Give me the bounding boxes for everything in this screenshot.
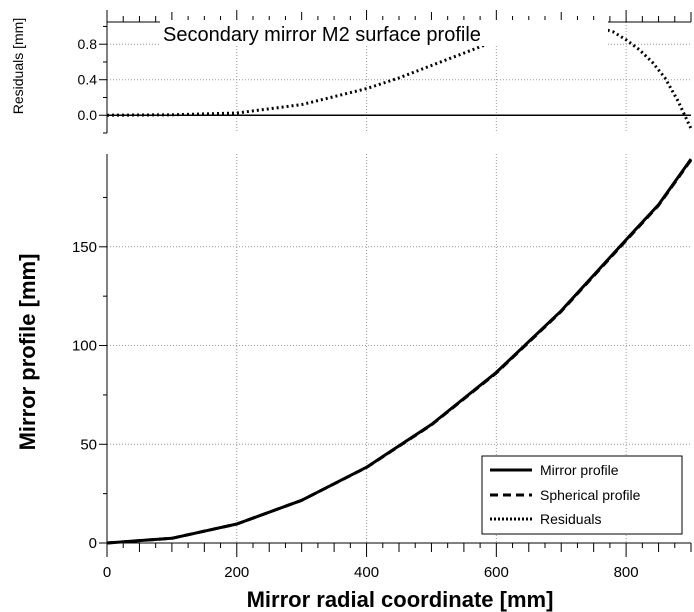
- y-axis-title-residuals: Residuals [mm]: [10, 18, 26, 114]
- series-residuals: [106, 21, 693, 130]
- y-axis-title-profile: Mirror profile [mm]: [15, 254, 40, 451]
- residuals-y-tick-label: 0.8: [78, 36, 98, 52]
- x-tick-label: 200: [224, 564, 249, 581]
- residuals-y-tick-label: 0.0: [78, 107, 98, 123]
- legend-label-spherical-profile: Spherical profile: [540, 487, 641, 503]
- profile-y-tick-label: 0: [89, 535, 97, 552]
- legend: Mirror profile Spherical profile Residua…: [481, 455, 683, 535]
- series-spherical-profile: [106, 159, 693, 545]
- profile-y-tick-label: 50: [80, 436, 97, 453]
- legend-label-mirror-profile: Mirror profile: [540, 462, 619, 478]
- data-layer: [106, 21, 693, 545]
- legend-label-residuals: Residuals: [540, 511, 601, 527]
- x-axis-title: Mirror radial coordinate [mm]: [247, 587, 554, 612]
- profile-y-tick-label: 100: [72, 338, 97, 355]
- residuals-y-tick-label: 0.4: [78, 72, 98, 88]
- profile-y-tick-label: 150: [72, 239, 97, 256]
- x-tick-label: 800: [614, 564, 639, 581]
- chart-title: Secondary mirror M2 surface profile: [163, 24, 481, 46]
- x-tick-label: 400: [354, 564, 379, 581]
- x-tick-label: 0: [103, 564, 111, 581]
- x-tick-label: 600: [484, 564, 509, 581]
- chart-title-background: [160, 20, 608, 46]
- labels-layer: 0.0 0.4 0.8 0 50 100 150 0 200 400 600 800: [72, 36, 639, 581]
